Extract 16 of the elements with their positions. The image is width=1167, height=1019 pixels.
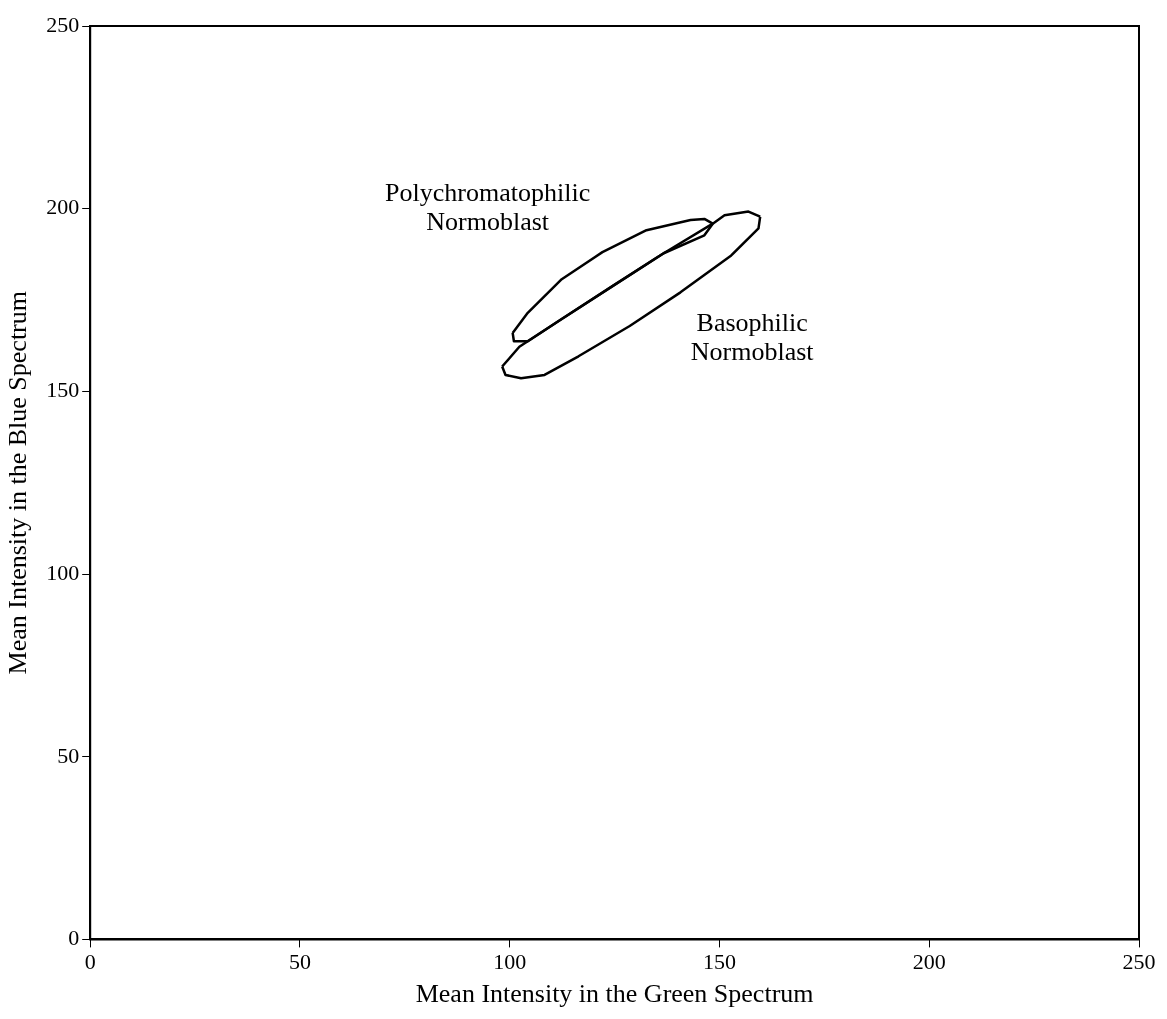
x-tick-label: 150: [702, 949, 736, 975]
x-axis-title: Mean Intensity in the Green Spectrum: [415, 979, 814, 1009]
y-tick-label: 100: [46, 559, 80, 585]
y-tick-label: 0: [68, 925, 80, 951]
y-tick-label: 200: [46, 194, 80, 220]
series-label: Basophilic Normoblast: [690, 308, 815, 367]
x-tick-label: 200: [912, 949, 946, 975]
y-axis-title: Mean Intensity in the Blue Spectrum: [3, 290, 33, 675]
x-tick-label: 100: [493, 949, 527, 975]
y-tick-label: 150: [46, 377, 80, 403]
y-tick-label: 250: [46, 11, 80, 37]
x-tick-label: 0: [84, 949, 96, 975]
x-tick-label: 50: [288, 949, 311, 975]
y-tick-label: 50: [57, 742, 80, 768]
x-tick-label: 250: [1122, 949, 1156, 975]
series-label: Polychromatophilic Normoblast: [385, 178, 591, 237]
